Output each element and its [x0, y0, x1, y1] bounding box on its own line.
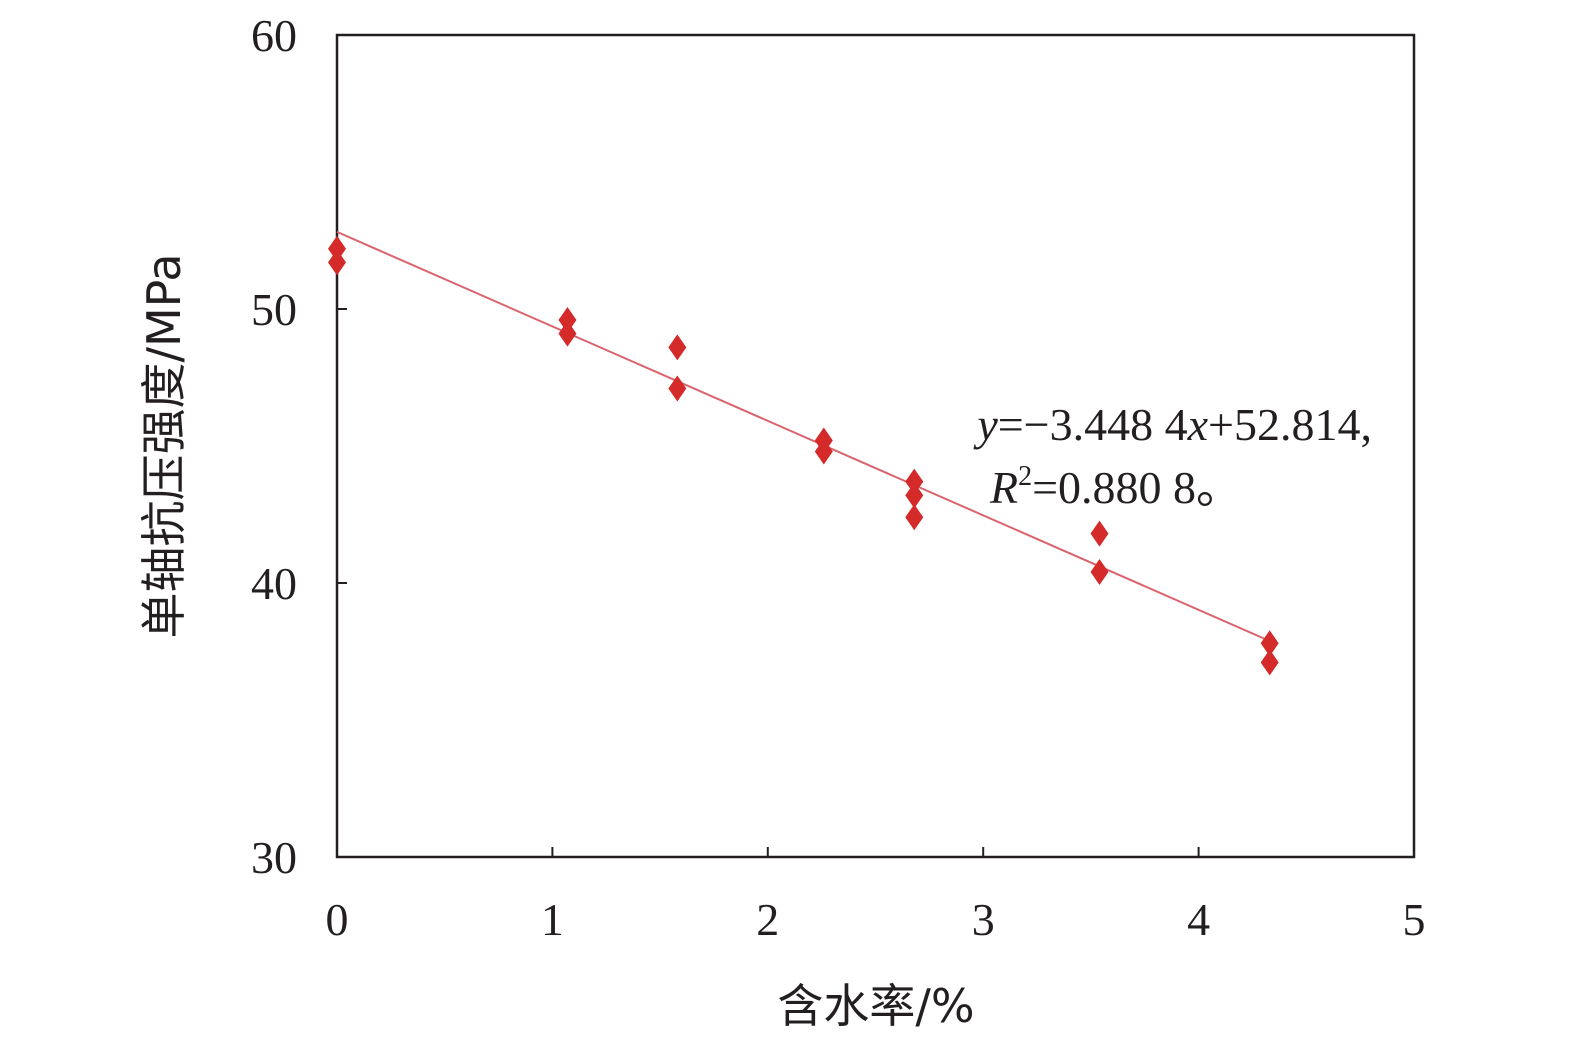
data-point — [668, 334, 687, 361]
r-var: R — [989, 462, 1018, 513]
data-point — [668, 375, 687, 402]
y-tick-label: 50 — [251, 284, 297, 335]
data-point — [558, 320, 577, 347]
equation-coef: =−3.448 4 — [998, 399, 1188, 450]
equation-intercept: +52.814, — [1208, 399, 1372, 450]
regression-line — [336, 230, 1271, 642]
x-axis-title: 含水率/% — [777, 979, 974, 1033]
data-points — [328, 235, 1279, 676]
data-point — [905, 468, 924, 495]
data-point — [1260, 649, 1279, 676]
y-tick-label: 40 — [251, 558, 297, 609]
x-tick-label: 4 — [1187, 894, 1210, 945]
y-axis-ticks: 30 40 50 60 — [251, 10, 347, 883]
equation-x-var: x — [1187, 399, 1209, 450]
data-point — [328, 235, 346, 262]
r-squared-label: R2=0.880 8。 — [989, 461, 1242, 513]
data-point — [1090, 559, 1109, 586]
regression-equation: y=−3.448 4x+52.814, — [973, 399, 1372, 450]
y-tick-label: 60 — [251, 10, 297, 61]
x-tick-label: 1 — [541, 894, 564, 945]
data-point — [814, 438, 833, 465]
data-point — [558, 306, 577, 333]
x-tick-label: 3 — [972, 894, 995, 945]
r-value: =0.880 8。 — [1032, 462, 1242, 513]
r-superscript: 2 — [1018, 461, 1032, 492]
data-point — [905, 482, 924, 509]
equation-y-var: y — [973, 399, 998, 450]
y-axis-title: 单轴抗压强度/MPa — [137, 253, 191, 638]
data-point — [1260, 630, 1279, 657]
x-tick-label: 5 — [1403, 894, 1426, 945]
data-point — [905, 504, 924, 531]
data-point — [1090, 520, 1109, 547]
data-point — [328, 249, 346, 276]
x-tick-label: 2 — [756, 894, 779, 945]
x-axis-ticks: 0 1 2 3 4 5 — [326, 847, 1426, 945]
plot-frame — [335, 33, 1416, 859]
x-tick-label: 0 — [326, 894, 349, 945]
y-tick-label: 30 — [251, 832, 297, 883]
